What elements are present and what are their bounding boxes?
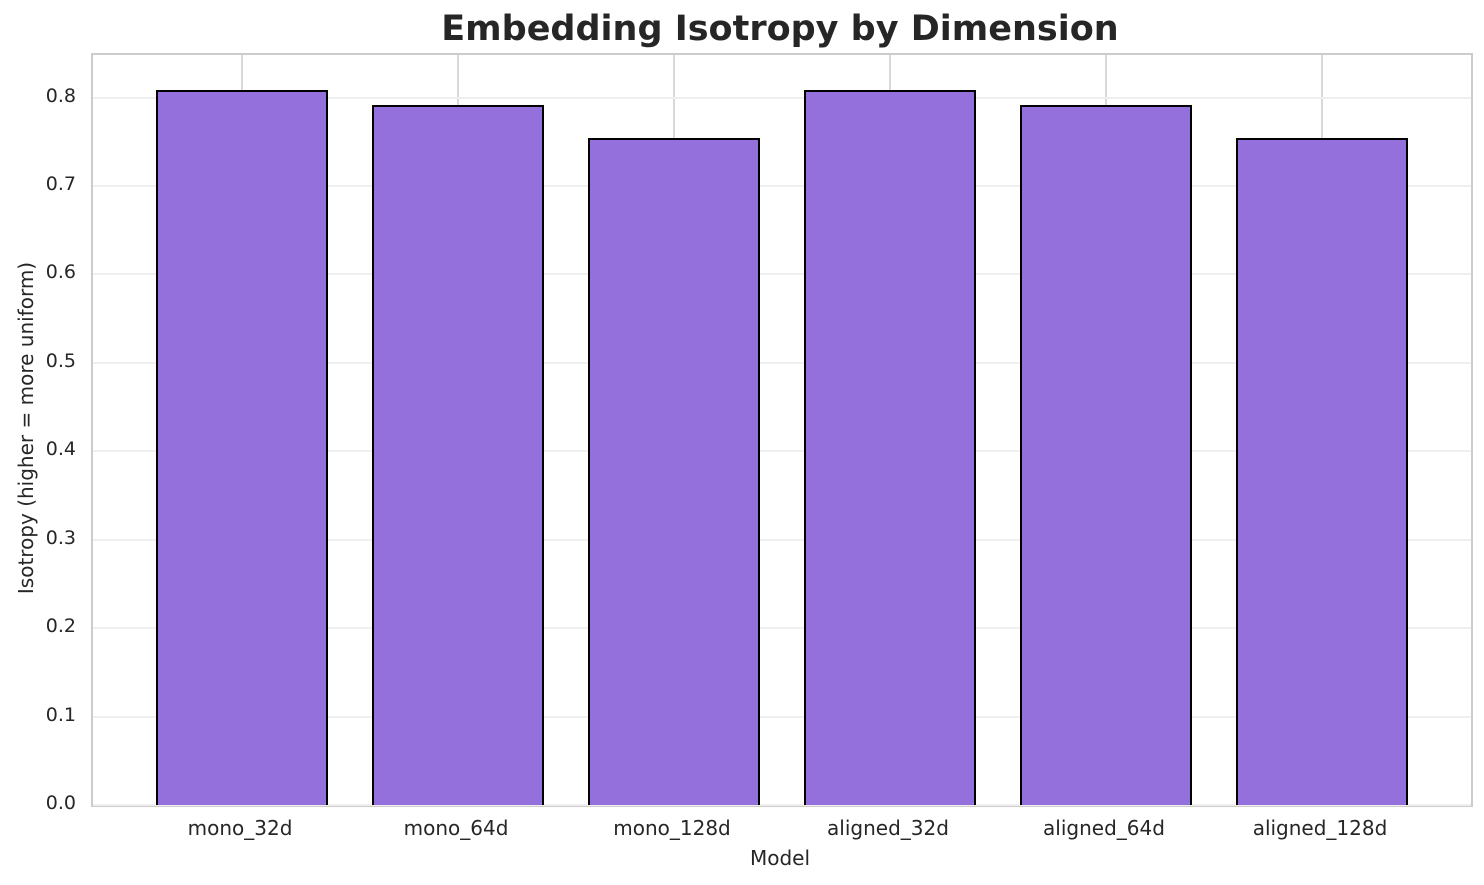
y-tick-label: 0.2 [45,615,76,638]
y-tick-label: 0.1 [45,703,76,726]
x-axis-label: Model [749,846,811,870]
x-tick-label: mono_32d [187,816,293,840]
gridline-h [93,627,1471,630]
y-tick-label: 0.0 [45,792,76,814]
gridline-h [93,96,1471,99]
gridline-h [93,361,1471,364]
bar-aligned_64d [1019,104,1193,805]
y-tick-label: 0.7 [45,172,76,195]
y-tick-label: 0.3 [45,526,76,549]
gridline-h [93,804,1471,806]
gridline-h [93,450,1471,453]
x-tick-label: mono_128d [613,816,731,840]
bar-aligned_32d [803,90,977,805]
chart-title: Embedding Isotropy by Dimension [441,9,1119,49]
plot-area [91,53,1473,807]
x-tick-label: aligned_128d [1252,816,1388,840]
x-tick-label: aligned_64d [1043,816,1165,840]
gridline-h [93,538,1471,541]
y-tick-label: 0.6 [45,261,76,284]
gridline-h [93,273,1471,276]
gridline-h [93,184,1471,187]
x-tick-label: aligned_32d [827,816,949,840]
y-tick-label: 0.5 [45,349,76,372]
y-tick-label: 0.4 [45,438,76,461]
bar-mono_32d [155,90,329,805]
gridline-h [93,715,1471,718]
y-tick-label: 0.8 [45,84,76,107]
bar-mono_64d [371,104,545,805]
x-tick-label: mono_64d [403,816,509,840]
bar-mono_128d [587,138,761,805]
bar-aligned_128d [1235,138,1409,805]
